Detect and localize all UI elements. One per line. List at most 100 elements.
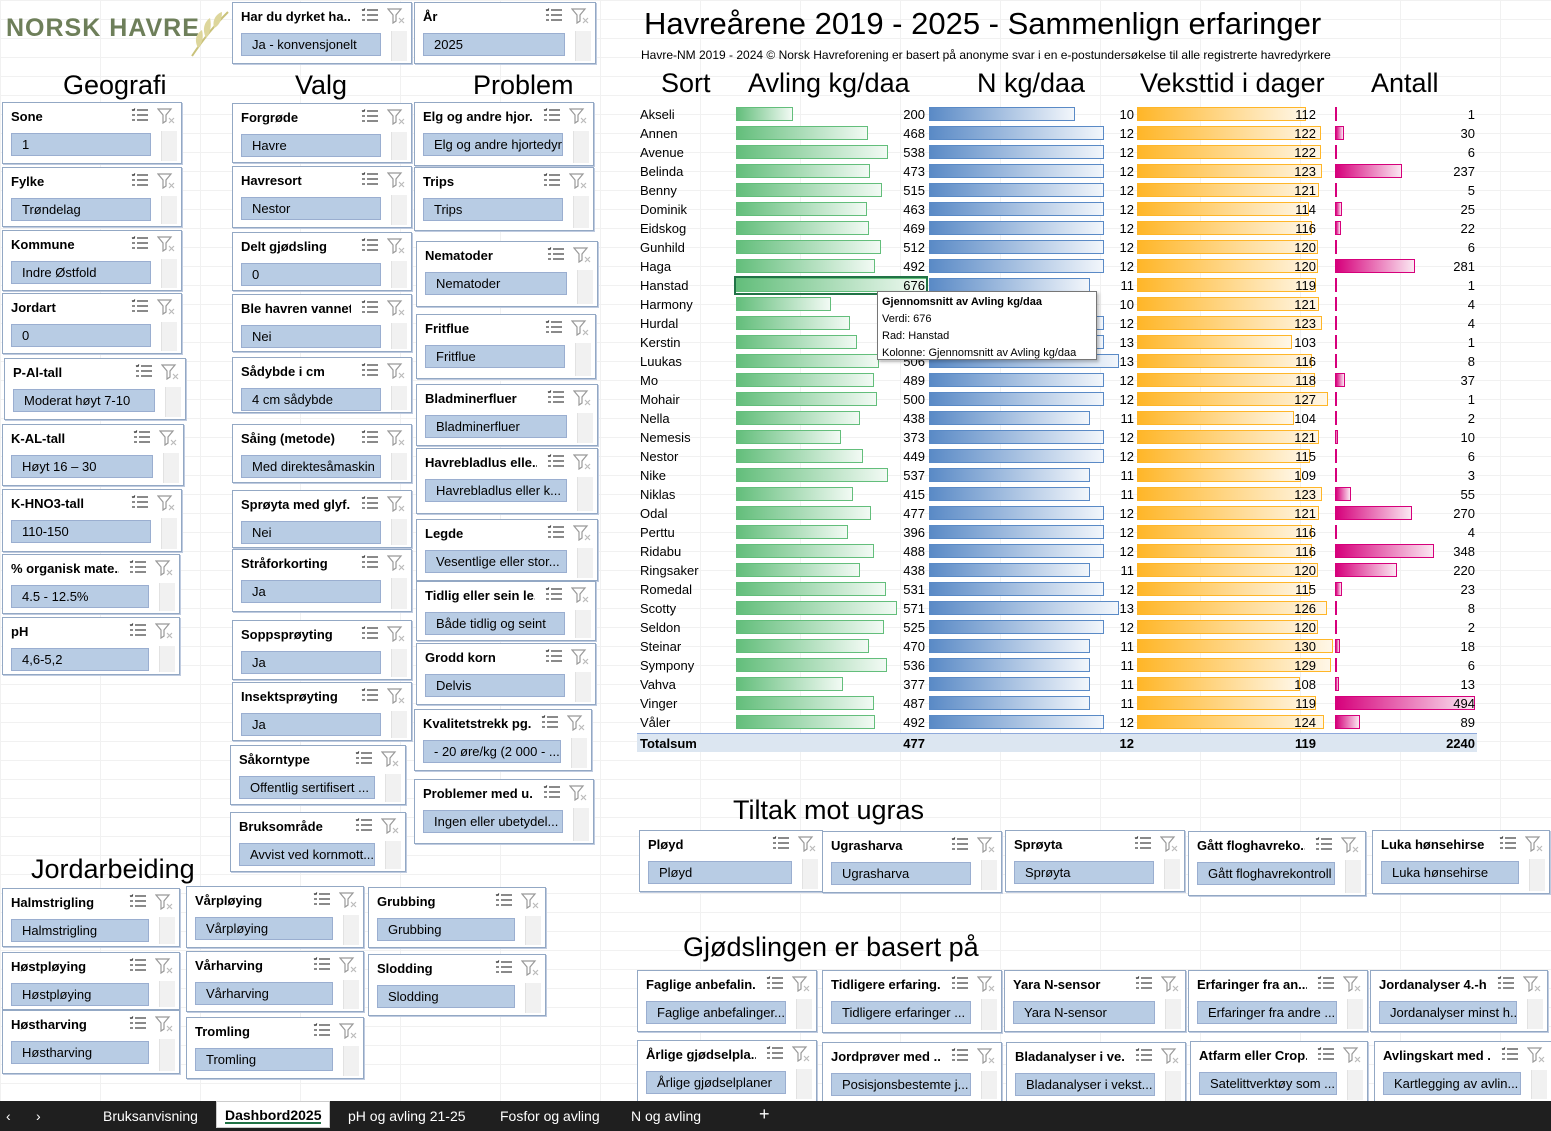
slicer[interactable]: Sone 1 xyxy=(2,102,182,164)
clear-filter-icon[interactable] xyxy=(573,453,591,470)
slicer-item-selected[interactable]: Halmstrigling xyxy=(11,919,149,942)
clear-filter-icon[interactable] xyxy=(569,107,587,124)
slicer[interactable]: Bladanalyser i ve... Bladanalyser i vekst… xyxy=(1006,1042,1186,1104)
multi-select-icon[interactable] xyxy=(355,818,373,832)
slicer-item-selected[interactable]: Vårharving xyxy=(195,982,333,1005)
multi-select-icon[interactable] xyxy=(495,960,513,974)
slicer-item-selected[interactable]: Tidligere erfaringer ... xyxy=(831,1001,971,1024)
slicer-scrollbar[interactable] xyxy=(575,31,591,61)
slicer-scrollbar[interactable] xyxy=(159,917,175,944)
slicer[interactable]: Grubbing Grubbing xyxy=(368,887,546,948)
clear-filter-icon[interactable] xyxy=(161,363,179,380)
slicer[interactable]: Sprøyta med glyf... Nei xyxy=(232,490,412,548)
multi-select-icon[interactable] xyxy=(361,688,379,702)
slicer-scrollbar[interactable] xyxy=(981,999,997,1030)
slicer-item-selected[interactable]: Posisjonsbestemte j... xyxy=(831,1073,971,1096)
multi-select-icon[interactable] xyxy=(135,364,153,378)
slicer[interactable]: pH 4,6-5,2 xyxy=(2,617,180,675)
table-row[interactable]: Benny 515 12 121 5 xyxy=(637,181,1477,200)
slicer[interactable]: Stråforkorting Ja xyxy=(232,549,412,612)
slicer[interactable]: Halmstrigling Halmstrigling xyxy=(2,888,180,947)
multi-select-icon[interactable] xyxy=(1135,1048,1153,1062)
slicer[interactable]: Slodding Slodding xyxy=(368,954,546,1016)
slicer-item-selected[interactable]: Nestor xyxy=(241,197,381,220)
clear-filter-icon[interactable] xyxy=(569,172,587,189)
slicer[interactable]: Har du dyrket ha... Ja - konvensjonelt xyxy=(232,2,412,64)
clear-filter-icon[interactable] xyxy=(387,429,405,446)
slicer-item-selected[interactable]: Høyt 16 – 30 xyxy=(11,455,153,478)
tab-fosfor-og-avling[interactable]: Fosfor og avling xyxy=(500,1108,600,1124)
clear-filter-icon[interactable] xyxy=(381,817,399,834)
table-row[interactable]: Nestor 449 12 115 6 xyxy=(637,447,1477,466)
clear-filter-icon[interactable] xyxy=(387,495,405,512)
slicer[interactable]: Kommune Indre Østfold xyxy=(2,230,182,291)
slicer-item-selected[interactable]: Ingen eller ubetydel... xyxy=(423,810,563,833)
slicer-item-selected[interactable]: Trips xyxy=(423,198,563,221)
multi-select-icon[interactable] xyxy=(545,8,563,22)
slicer[interactable]: Vårharving Vårharving xyxy=(186,951,364,1012)
slicer-scrollbar[interactable] xyxy=(343,915,359,945)
multi-select-icon[interactable] xyxy=(772,836,790,850)
multi-select-icon[interactable] xyxy=(131,108,149,122)
slicer-item-selected[interactable]: Både tidlig og seint xyxy=(425,612,565,635)
table-row[interactable]: Perttu 396 12 116 4 xyxy=(637,523,1477,542)
slicer-item-selected[interactable]: 4 cm sådybde xyxy=(241,388,381,411)
clear-filter-icon[interactable] xyxy=(387,362,405,379)
slicer-scrollbar[interactable] xyxy=(525,983,541,1013)
table-row[interactable]: Avenue 538 12 122 6 xyxy=(637,143,1477,162)
slicer-item-selected[interactable]: Jordanalyser minst h... xyxy=(1379,1001,1517,1024)
multi-select-icon[interactable] xyxy=(355,751,373,765)
slicer[interactable]: Bruksområde Avvist ved kornmott... xyxy=(230,812,406,872)
slicer-item-selected[interactable]: Årlige gjødselplaner xyxy=(646,1071,786,1094)
slicer[interactable]: Yara N-sensor Yara N-sensor xyxy=(1004,970,1186,1032)
slicer-item-selected[interactable]: 0 xyxy=(11,324,151,347)
multi-select-icon[interactable] xyxy=(547,454,565,468)
slicer[interactable]: Kvalitetstrekk pg... - 20 øre/kg (2 000 -… xyxy=(414,709,592,771)
slicer-item-selected[interactable]: Yara N-sensor xyxy=(1013,1001,1155,1024)
slicer-item-selected[interactable]: Ja - konvensjonelt xyxy=(241,33,381,56)
table-row[interactable]: Niklas 415 11 123 55 xyxy=(637,485,1477,504)
slicer-item-selected[interactable]: Sprøyta xyxy=(1014,861,1154,884)
slicer-scrollbar[interactable] xyxy=(163,453,179,483)
slicer-item-selected[interactable]: Fritflue xyxy=(425,345,565,368)
slicer-scrollbar[interactable] xyxy=(391,261,407,288)
slicer-item-selected[interactable]: Avvist ved kornmott... xyxy=(239,843,375,866)
slicer-item-selected[interactable]: Gått floghavrekontroll xyxy=(1197,862,1335,885)
multi-select-icon[interactable] xyxy=(129,1016,147,1030)
multi-select-icon[interactable] xyxy=(1315,837,1333,851)
slicer-scrollbar[interactable] xyxy=(573,808,589,841)
clear-filter-icon[interactable] xyxy=(1523,975,1541,992)
slicer-scrollbar[interactable] xyxy=(577,477,593,511)
slicer[interactable]: K-HNO3-tall 110-150 xyxy=(2,489,182,552)
multi-select-icon[interactable] xyxy=(545,649,563,663)
slicer[interactable]: % organisk mate... 4.5 - 12.5% xyxy=(2,554,180,614)
clear-filter-icon[interactable] xyxy=(157,494,175,511)
slicer-item-selected[interactable]: Faglige anbefalinger... xyxy=(646,1001,786,1024)
clear-filter-icon[interactable] xyxy=(339,1022,357,1039)
slicer-scrollbar[interactable] xyxy=(571,738,587,768)
slicer[interactable]: Bladminerfluer Bladminerfluer xyxy=(416,384,598,446)
clear-filter-icon[interactable] xyxy=(977,836,995,853)
clear-filter-icon[interactable] xyxy=(1527,1046,1545,1063)
slicer-item-selected[interactable]: Bladminerfluer xyxy=(425,415,567,438)
tab-next-icon[interactable]: › xyxy=(36,1108,41,1124)
table-row[interactable]: Sympony 536 11 129 6 xyxy=(637,656,1477,675)
slicer[interactable]: K-AL-tall Høyt 16 – 30 xyxy=(2,424,184,486)
table-row[interactable]: Odal 477 12 121 270 xyxy=(637,504,1477,523)
slicer-item-selected[interactable]: Bladanalyser i vekst... xyxy=(1015,1073,1155,1096)
slicer-scrollbar[interactable] xyxy=(391,132,407,160)
slicer-scrollbar[interactable] xyxy=(161,322,177,351)
slicer[interactable]: År 2025 xyxy=(414,2,596,64)
slicer[interactable]: Havresort Nestor xyxy=(232,166,412,228)
slicer[interactable]: Nematoder Nematoder xyxy=(416,241,598,307)
slicer-scrollbar[interactable] xyxy=(343,980,359,1009)
table-row[interactable]: Romedal 531 12 115 23 xyxy=(637,580,1477,599)
slicer-scrollbar[interactable] xyxy=(165,387,181,417)
slicer-item-selected[interactable]: 4.5 - 12.5% xyxy=(11,585,149,608)
slicer-item-selected[interactable]: - 20 øre/kg (2 000 - ... xyxy=(423,740,561,763)
multi-select-icon[interactable] xyxy=(547,247,565,261)
multi-select-icon[interactable] xyxy=(129,894,147,908)
clear-filter-icon[interactable] xyxy=(157,298,175,315)
slicer-scrollbar[interactable] xyxy=(525,916,541,945)
multi-select-icon[interactable] xyxy=(129,958,147,972)
